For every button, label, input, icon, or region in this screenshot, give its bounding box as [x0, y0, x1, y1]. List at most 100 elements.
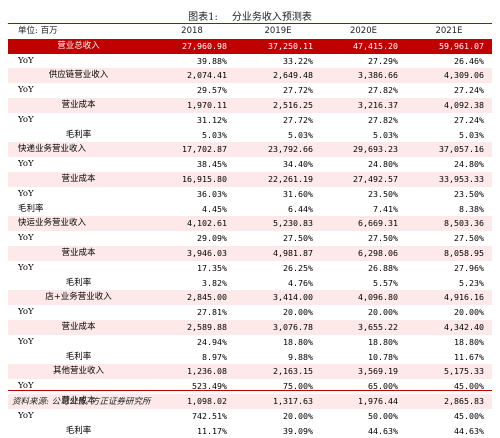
cell-value: 2,074.41: [149, 68, 235, 84]
cell-value: 29.09%: [197, 233, 227, 244]
cell-value: 4.76%: [288, 277, 313, 288]
row-label: YoY: [18, 85, 34, 96]
table-row: YoY 39.88% 33.22% 27.29% 26.46%: [8, 54, 492, 69]
row-label: 营业成本: [8, 97, 149, 113]
cell-value: 6.44%: [288, 203, 313, 214]
cell-value: 11.67%: [454, 351, 484, 362]
cell-value: 4,102.61: [149, 216, 235, 232]
table-row: YoY 742.51% 20.00% 50.00% 45.00%: [8, 409, 492, 424]
table-row: 营业总收入 27,960.98 37,250.11 47,415.20 59,961.0…: [8, 38, 492, 54]
cell-value: 20.00%: [454, 307, 484, 318]
table-row: 毛利率 11.17% 39.09% 44.63% 44.63%: [8, 424, 492, 438]
cell-value: 1,976.44: [321, 393, 406, 409]
cell-value: 2,845.00: [149, 290, 235, 306]
cell-value: 17.35%: [197, 262, 227, 273]
cell-value: 11.17%: [197, 425, 227, 436]
cell-value: 39.88%: [197, 55, 227, 66]
cell-value: 44.63%: [368, 425, 398, 436]
table-caption: 图表1: 分业务收入预测表: [0, 8, 500, 23]
cell-value: 39.09%: [283, 425, 313, 436]
source-note: 资料来源: 公司公告, 方正证券研究所: [12, 397, 151, 407]
table-row: YoY 523.49% 75.00% 65.00% 45.00%: [8, 379, 492, 394]
cell-value: 17,702.87: [149, 142, 235, 158]
row-label: 毛利率: [65, 129, 92, 140]
cell-value: 4.45%: [202, 203, 227, 214]
cell-value: 4,096.80: [321, 290, 406, 306]
cell-value: 45.00%: [454, 381, 484, 392]
cell-value: 8.97%: [202, 351, 227, 362]
row-label: YoY: [18, 114, 34, 125]
cell-value: 2,865.83: [406, 393, 492, 409]
cell-value: 34.40%: [283, 159, 313, 170]
row-label: YoY: [18, 381, 34, 392]
cell-value: 27.96%: [454, 262, 484, 273]
cell-value: 6,669.31: [321, 216, 406, 232]
cell-value: 23,792.66: [235, 142, 321, 158]
table-row: YoY 31.12% 27.72% 27.82% 27.24%: [8, 113, 492, 128]
cell-value: 20.00%: [283, 307, 313, 318]
cell-value: 3,076.78: [235, 319, 321, 335]
cell-value: 29.57%: [197, 85, 227, 96]
year-header: 2019E: [235, 24, 321, 39]
cell-value: 5.57%: [373, 277, 398, 288]
cell-value: 523.49%: [192, 381, 227, 392]
cell-value: 3,414.00: [235, 290, 321, 306]
cell-value: 18.80%: [368, 336, 398, 347]
cell-value: 26.25%: [283, 262, 313, 273]
cell-value: 7.41%: [373, 203, 398, 214]
cell-value: 31.12%: [197, 114, 227, 125]
cell-value: 27.72%: [283, 85, 313, 96]
cell-value: 4,092.38: [406, 97, 492, 113]
cell-value: 27.50%: [454, 233, 484, 244]
cell-value: 45.00%: [454, 410, 484, 421]
cell-value: 29,693.23: [321, 142, 406, 158]
table-row: 营业成本 3,946.03 4,981.87 6,298.06 8,058.95: [8, 245, 492, 261]
cell-value: 16,915.80: [149, 171, 235, 187]
cell-value: 27.82%: [368, 85, 398, 96]
cell-value: 20.00%: [283, 410, 313, 421]
cell-value: 27.24%: [454, 85, 484, 96]
cell-value: 3,569.19: [321, 364, 406, 380]
cell-value: 26.46%: [454, 55, 484, 66]
row-label: 营业成本: [8, 171, 149, 187]
table-row: 供应链营业收入 2,074.41 2,649.48 3,386.66 4,309.06: [8, 68, 492, 84]
cell-value: 1,317.63: [235, 393, 321, 409]
cell-value: 50.00%: [368, 410, 398, 421]
cell-value: 8,503.36: [406, 216, 492, 232]
cell-value: 59,961.07: [406, 38, 492, 54]
cell-value: 65.00%: [368, 381, 398, 392]
cell-value: 4,342.40: [406, 319, 492, 335]
row-label: 快递业务营业收入: [8, 142, 149, 158]
cell-value: 3,946.03: [149, 245, 235, 261]
cell-value: 27.82%: [368, 114, 398, 125]
cell-value: 27.50%: [283, 233, 313, 244]
row-label: YoY: [18, 159, 34, 170]
cell-value: 22,261.19: [235, 171, 321, 187]
row-label: 毛利率: [18, 203, 44, 214]
row-label: YoY: [18, 262, 34, 273]
table-row: YoY 38.45% 34.40% 24.80% 24.80%: [8, 157, 492, 172]
cell-value: 37,250.11: [235, 38, 321, 54]
table-row: 营业成本 1,098.02 1,317.63 1,976.44 2,865.83: [8, 393, 492, 409]
row-label: 毛利率: [65, 277, 92, 288]
cell-value: 5.03%: [202, 129, 227, 140]
cell-value: 9.88%: [288, 351, 313, 362]
cell-value: 10.78%: [368, 351, 398, 362]
row-label: YoY: [18, 410, 34, 421]
row-label: 供应链营业收入: [8, 68, 149, 84]
table-row: YoY 24.94% 18.80% 18.80% 18.80%: [8, 335, 492, 350]
top-rule: [8, 23, 492, 24]
cell-value: 3,386.66: [321, 68, 406, 84]
unit-header: 单位: 百万: [8, 24, 149, 39]
bottom-rule: [8, 390, 492, 391]
cell-value: 3,216.37: [321, 97, 406, 113]
cell-value: 5,230.83: [235, 216, 321, 232]
cell-value: 2,589.88: [149, 319, 235, 335]
table-row: YoY 17.35% 26.25% 26.88% 27.96%: [8, 261, 492, 276]
cell-value: 24.80%: [454, 159, 484, 170]
cell-value: 5.03%: [459, 129, 484, 140]
cell-value: 18.80%: [454, 336, 484, 347]
header-row: 单位: 百万 2018 2019E 2020E 2021E: [8, 24, 492, 39]
cell-value: 23.50%: [368, 188, 398, 199]
row-label: YoY: [18, 188, 34, 199]
